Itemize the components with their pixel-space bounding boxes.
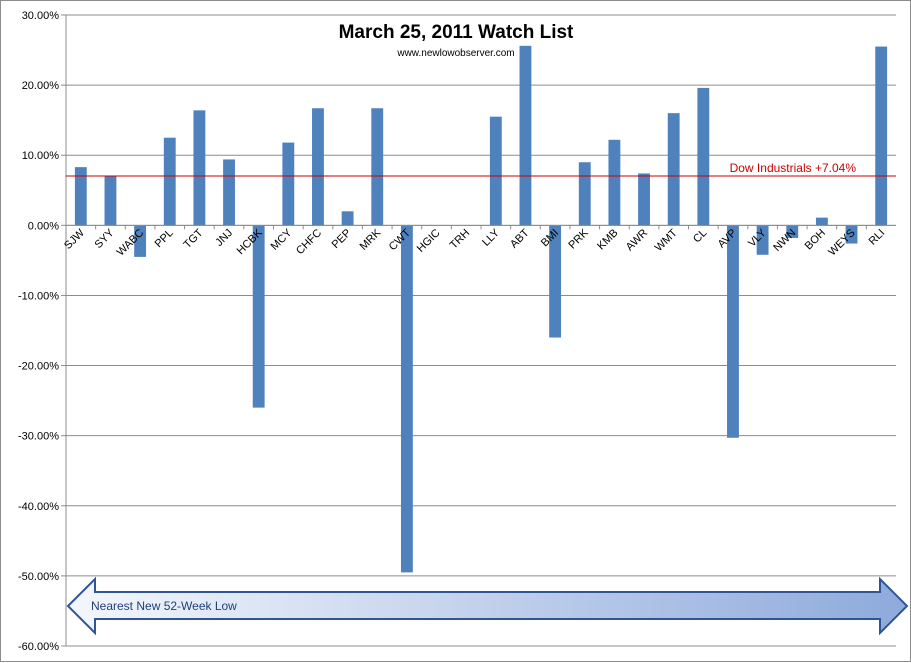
y-tick-label: 30.00% <box>22 10 60 22</box>
y-tick-label: -30.00% <box>18 431 59 443</box>
x-tick-label: RLI <box>867 227 888 248</box>
y-tick-label: -20.00% <box>18 361 59 373</box>
bar-vly <box>756 225 769 255</box>
bar-pep <box>341 211 354 226</box>
dow-reference-label: Dow Industrials +7.04% <box>730 161 857 175</box>
x-tick-label: SYY <box>93 227 118 252</box>
bar-avp <box>727 225 739 438</box>
y-tick-label: -50.00% <box>18 571 59 583</box>
bar-ppl <box>163 137 176 226</box>
double-arrow-icon <box>66 576 909 636</box>
bar-cwt <box>400 225 413 573</box>
x-tick-label: LLY <box>480 227 502 249</box>
y-tick-label: 20.00% <box>22 80 60 92</box>
bar-lly <box>489 116 502 226</box>
x-tick-label: TGT <box>181 227 205 251</box>
bar-abt <box>519 45 532 226</box>
y-tick-label: 0.00% <box>28 220 59 232</box>
bar-jnj <box>223 159 235 226</box>
x-tick-label: WMT <box>653 227 680 254</box>
bar-awr <box>638 173 650 226</box>
x-tick-label: TRH <box>448 227 473 252</box>
y-tick-label: -10.00% <box>18 290 59 302</box>
bar-boh <box>815 217 828 226</box>
bar-cl <box>697 87 710 226</box>
x-tick-label: ABT <box>508 227 532 251</box>
y-tick-label: 10.00% <box>22 150 60 162</box>
x-tick-label: MRK <box>358 227 384 253</box>
chart-title: March 25, 2011 Watch List <box>339 22 574 43</box>
x-tick-label: CL <box>691 227 709 245</box>
x-tick-label: JNJ <box>213 227 235 249</box>
x-tick-label: CHFC <box>294 227 324 257</box>
x-tick-label: AWR <box>624 227 650 253</box>
x-tick-label: HGIC <box>415 227 443 255</box>
bar-chfc <box>312 108 324 226</box>
x-tick-label: MCY <box>269 227 295 253</box>
bar-weys <box>845 225 858 244</box>
bar-wmt <box>667 113 680 226</box>
x-tick-label: BOH <box>803 227 828 252</box>
bar-mcy <box>282 142 295 226</box>
bar-syy <box>104 175 117 226</box>
x-tick-label: PPL <box>153 227 176 250</box>
bar-nwn <box>786 225 799 238</box>
bar-wabc <box>134 225 147 257</box>
x-tick-label: PEP <box>330 227 354 251</box>
bar-kmb <box>608 139 621 226</box>
bar-mrk <box>371 108 384 226</box>
bar-sjw <box>74 167 87 226</box>
arrow-label: Nearest New 52-Week Low <box>91 599 237 613</box>
x-tick-label: PRK <box>566 227 591 252</box>
y-tick-label: -40.00% <box>18 501 59 513</box>
y-tick-label: -60.00% <box>18 641 59 653</box>
bar-rli <box>875 46 888 226</box>
chart-subtitle: www.newlowobserver.com <box>396 48 514 59</box>
x-tick-label: KMB <box>595 227 620 252</box>
bar-bmi <box>549 225 562 338</box>
bar-hcbk <box>252 225 265 408</box>
bar-tgt <box>193 110 206 226</box>
bar-prk <box>578 162 591 226</box>
